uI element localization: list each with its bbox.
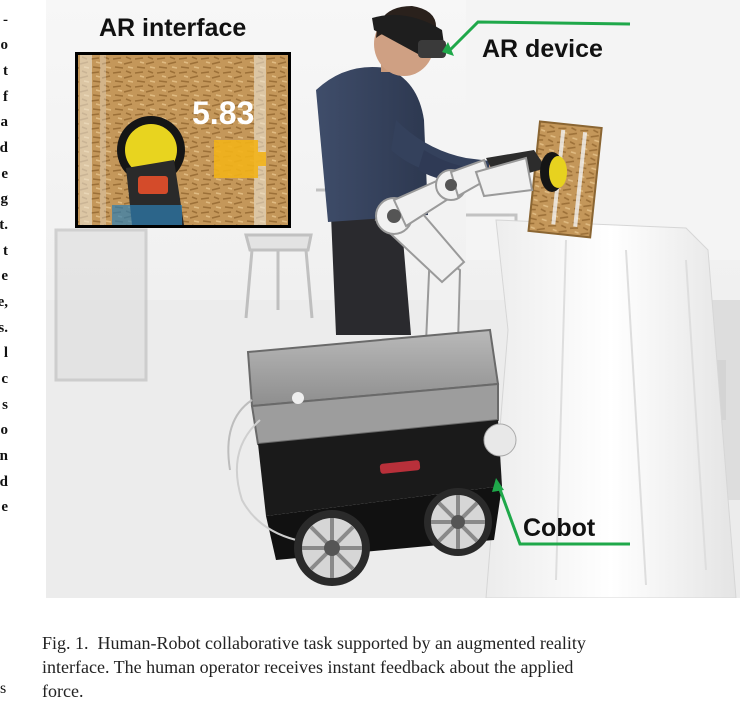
left-fragment: s. (0, 320, 8, 336)
caption-line-2: interface. The human operator receives i… (42, 657, 574, 677)
left-fragment: g (0, 191, 9, 207)
left-fragment: n (0, 448, 8, 464)
left-fragment: e (1, 499, 8, 515)
left-fragment: t (3, 243, 8, 259)
figure-photo: 5.83 AR device Cobot AR interface (46, 0, 740, 598)
ar-device-callout-line (448, 20, 631, 52)
left-fragment: c (1, 371, 8, 387)
left-column-text: - o t f a d e g t. t e e, s. l c s o n d… (0, 0, 46, 694)
figure-illustration: 5.83 AR device Cobot (46, 0, 740, 598)
left-fragment: l (3, 345, 8, 361)
left-fragment: t (3, 63, 8, 79)
cobot-callout-line (496, 483, 630, 546)
left-column-stray: s (0, 680, 7, 697)
cobot-label: Cobot (523, 514, 596, 542)
left-fragment: d (0, 140, 8, 156)
left-fragment: o (0, 422, 9, 438)
left-fragment: a (0, 114, 9, 130)
left-fragment: o (0, 37, 9, 53)
left-fragment: e (1, 268, 8, 284)
caption-line-3: force. (42, 681, 84, 701)
left-fragment: e, (0, 294, 8, 310)
figure-caption: Fig. 1. Human-Robot collaborative task s… (42, 631, 738, 703)
left-fragment: f (3, 89, 8, 105)
left-fragment: s (2, 397, 8, 413)
left-fragment: d (0, 474, 8, 490)
ar-device-label: AR device (482, 35, 603, 63)
left-fragment: t. (0, 217, 8, 233)
figure-number: Fig. 1. (42, 633, 89, 653)
caption-text: Human-Robot collaborative task supported… (97, 633, 586, 653)
caption-line-1: Fig. 1. Human-Robot collaborative task s… (42, 631, 738, 655)
left-fragment: e (1, 166, 8, 182)
left-fragment: - (3, 12, 8, 28)
inset-title: AR interface (99, 14, 247, 42)
force-readout: 5.83 (192, 95, 254, 131)
